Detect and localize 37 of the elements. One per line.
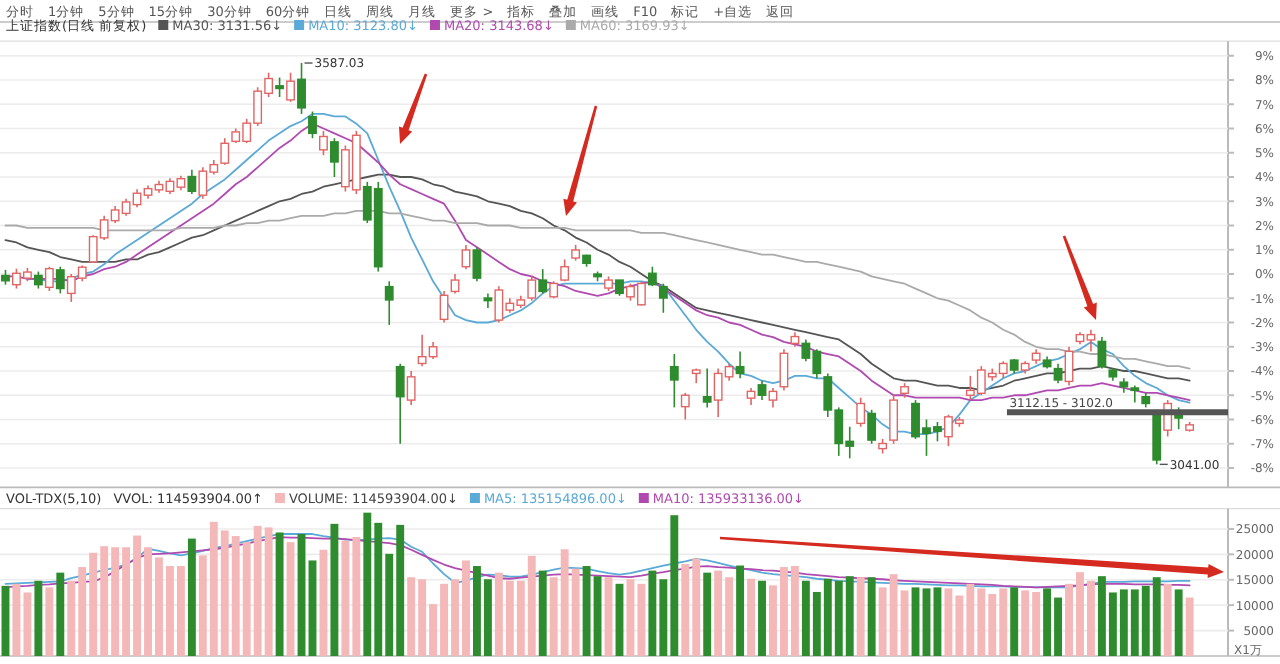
bar — [56, 572, 65, 656]
candlestick — [680, 392, 690, 421]
candlestick — [1141, 392, 1151, 409]
bar — [758, 580, 766, 656]
candlestick — [483, 292, 493, 309]
bar — [1185, 597, 1194, 656]
bar — [1163, 583, 1172, 656]
candlestick — [527, 275, 537, 302]
candlestick — [384, 280, 394, 326]
candlestick — [1119, 377, 1129, 394]
candlestick — [439, 290, 449, 324]
bar — [747, 578, 755, 656]
candlestick — [461, 244, 471, 270]
candlestick — [1064, 345, 1074, 387]
bar — [538, 570, 547, 656]
candlestick — [768, 387, 778, 409]
bar — [1010, 587, 1019, 656]
candlestick — [1042, 355, 1052, 370]
candlestick — [735, 350, 745, 380]
bar — [1174, 589, 1183, 656]
candlestick — [187, 168, 197, 195]
bar — [187, 538, 196, 656]
bar — [736, 565, 745, 656]
bar — [286, 542, 295, 656]
candlestick — [790, 331, 800, 348]
bar — [45, 587, 54, 656]
bar — [867, 577, 876, 656]
candlestick — [406, 370, 416, 406]
bar — [34, 580, 43, 656]
bar — [319, 549, 328, 656]
candlestick — [746, 387, 756, 406]
bar — [703, 572, 712, 656]
candlestick — [1097, 336, 1107, 370]
bar — [330, 523, 339, 656]
candlestick — [1031, 348, 1041, 365]
bar — [275, 532, 284, 656]
bar — [856, 577, 865, 656]
